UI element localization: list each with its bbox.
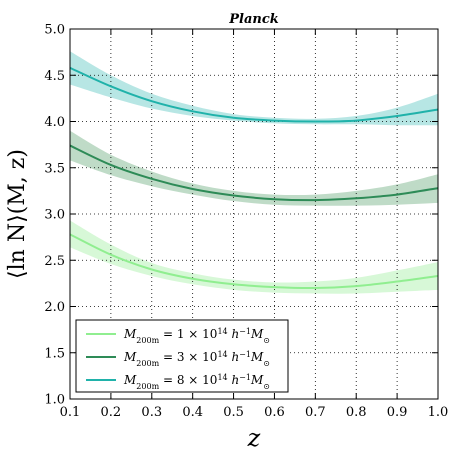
y-axis-label-text: ⟨ln N⟩(M, z) bbox=[5, 149, 30, 279]
legend: M200m = 1 × 1014 h−1M⊙ M200m = 3 × 1014 h… bbox=[75, 319, 289, 393]
x-tick-label: 0.6 bbox=[264, 405, 285, 420]
x-axis-label: z bbox=[247, 424, 261, 452]
x-tick-label: 0.5 bbox=[223, 405, 244, 420]
y-tick-label: 3.0 bbox=[44, 208, 65, 223]
x-tick-label: 0.2 bbox=[101, 405, 122, 420]
y-tick-label: 3.5 bbox=[44, 161, 65, 176]
x-tick-label: 0.3 bbox=[141, 405, 162, 420]
y-tick-label: 2.5 bbox=[44, 254, 65, 269]
x-tick-label: 1.0 bbox=[428, 405, 449, 420]
line-series-3 bbox=[69, 66, 439, 123]
band-series-2 bbox=[70, 130, 438, 206]
y-tick-label: 4.5 bbox=[44, 69, 65, 84]
y-tick-label: 1.0 bbox=[44, 393, 65, 408]
x-tick-label: 0.1 bbox=[60, 405, 81, 420]
x-tick-label: 0.9 bbox=[387, 405, 408, 420]
y-tick-label: 1.5 bbox=[44, 346, 65, 361]
y-tick-label: 2.0 bbox=[44, 300, 65, 315]
confidence-bands bbox=[70, 51, 438, 294]
y-tick-label: 4.0 bbox=[44, 115, 65, 130]
y-axis-label: ⟨ln N⟩(M, z) bbox=[5, 149, 30, 279]
line-series-2 bbox=[69, 144, 439, 202]
y-tick-label: 5.0 bbox=[44, 23, 65, 38]
legend-label-2: M200m = 3 × 1014 h−1M⊙ bbox=[123, 350, 270, 368]
legend-label-3: M200m = 8 × 1014 h−1M⊙ bbox=[123, 373, 270, 391]
x-tick-label: 0.7 bbox=[305, 405, 326, 420]
band-series-1 bbox=[70, 220, 438, 294]
legend-label-1: M200m = 1 × 1014 h−1M⊙ bbox=[123, 327, 270, 345]
x-tick-label: 0.4 bbox=[182, 405, 203, 420]
series-lines bbox=[69, 66, 439, 290]
band-series-3 bbox=[70, 51, 438, 126]
x-tick-label: 0.8 bbox=[346, 405, 367, 420]
chart-title: Planck bbox=[228, 12, 279, 27]
line-series-1 bbox=[69, 233, 439, 290]
axis-ticks: 0.1 0.2 0.3 0.4 0.5 0.6 0.7 0.8 0.9 1.0 1.0 1.5 2.0 2… bbox=[44, 23, 448, 421]
